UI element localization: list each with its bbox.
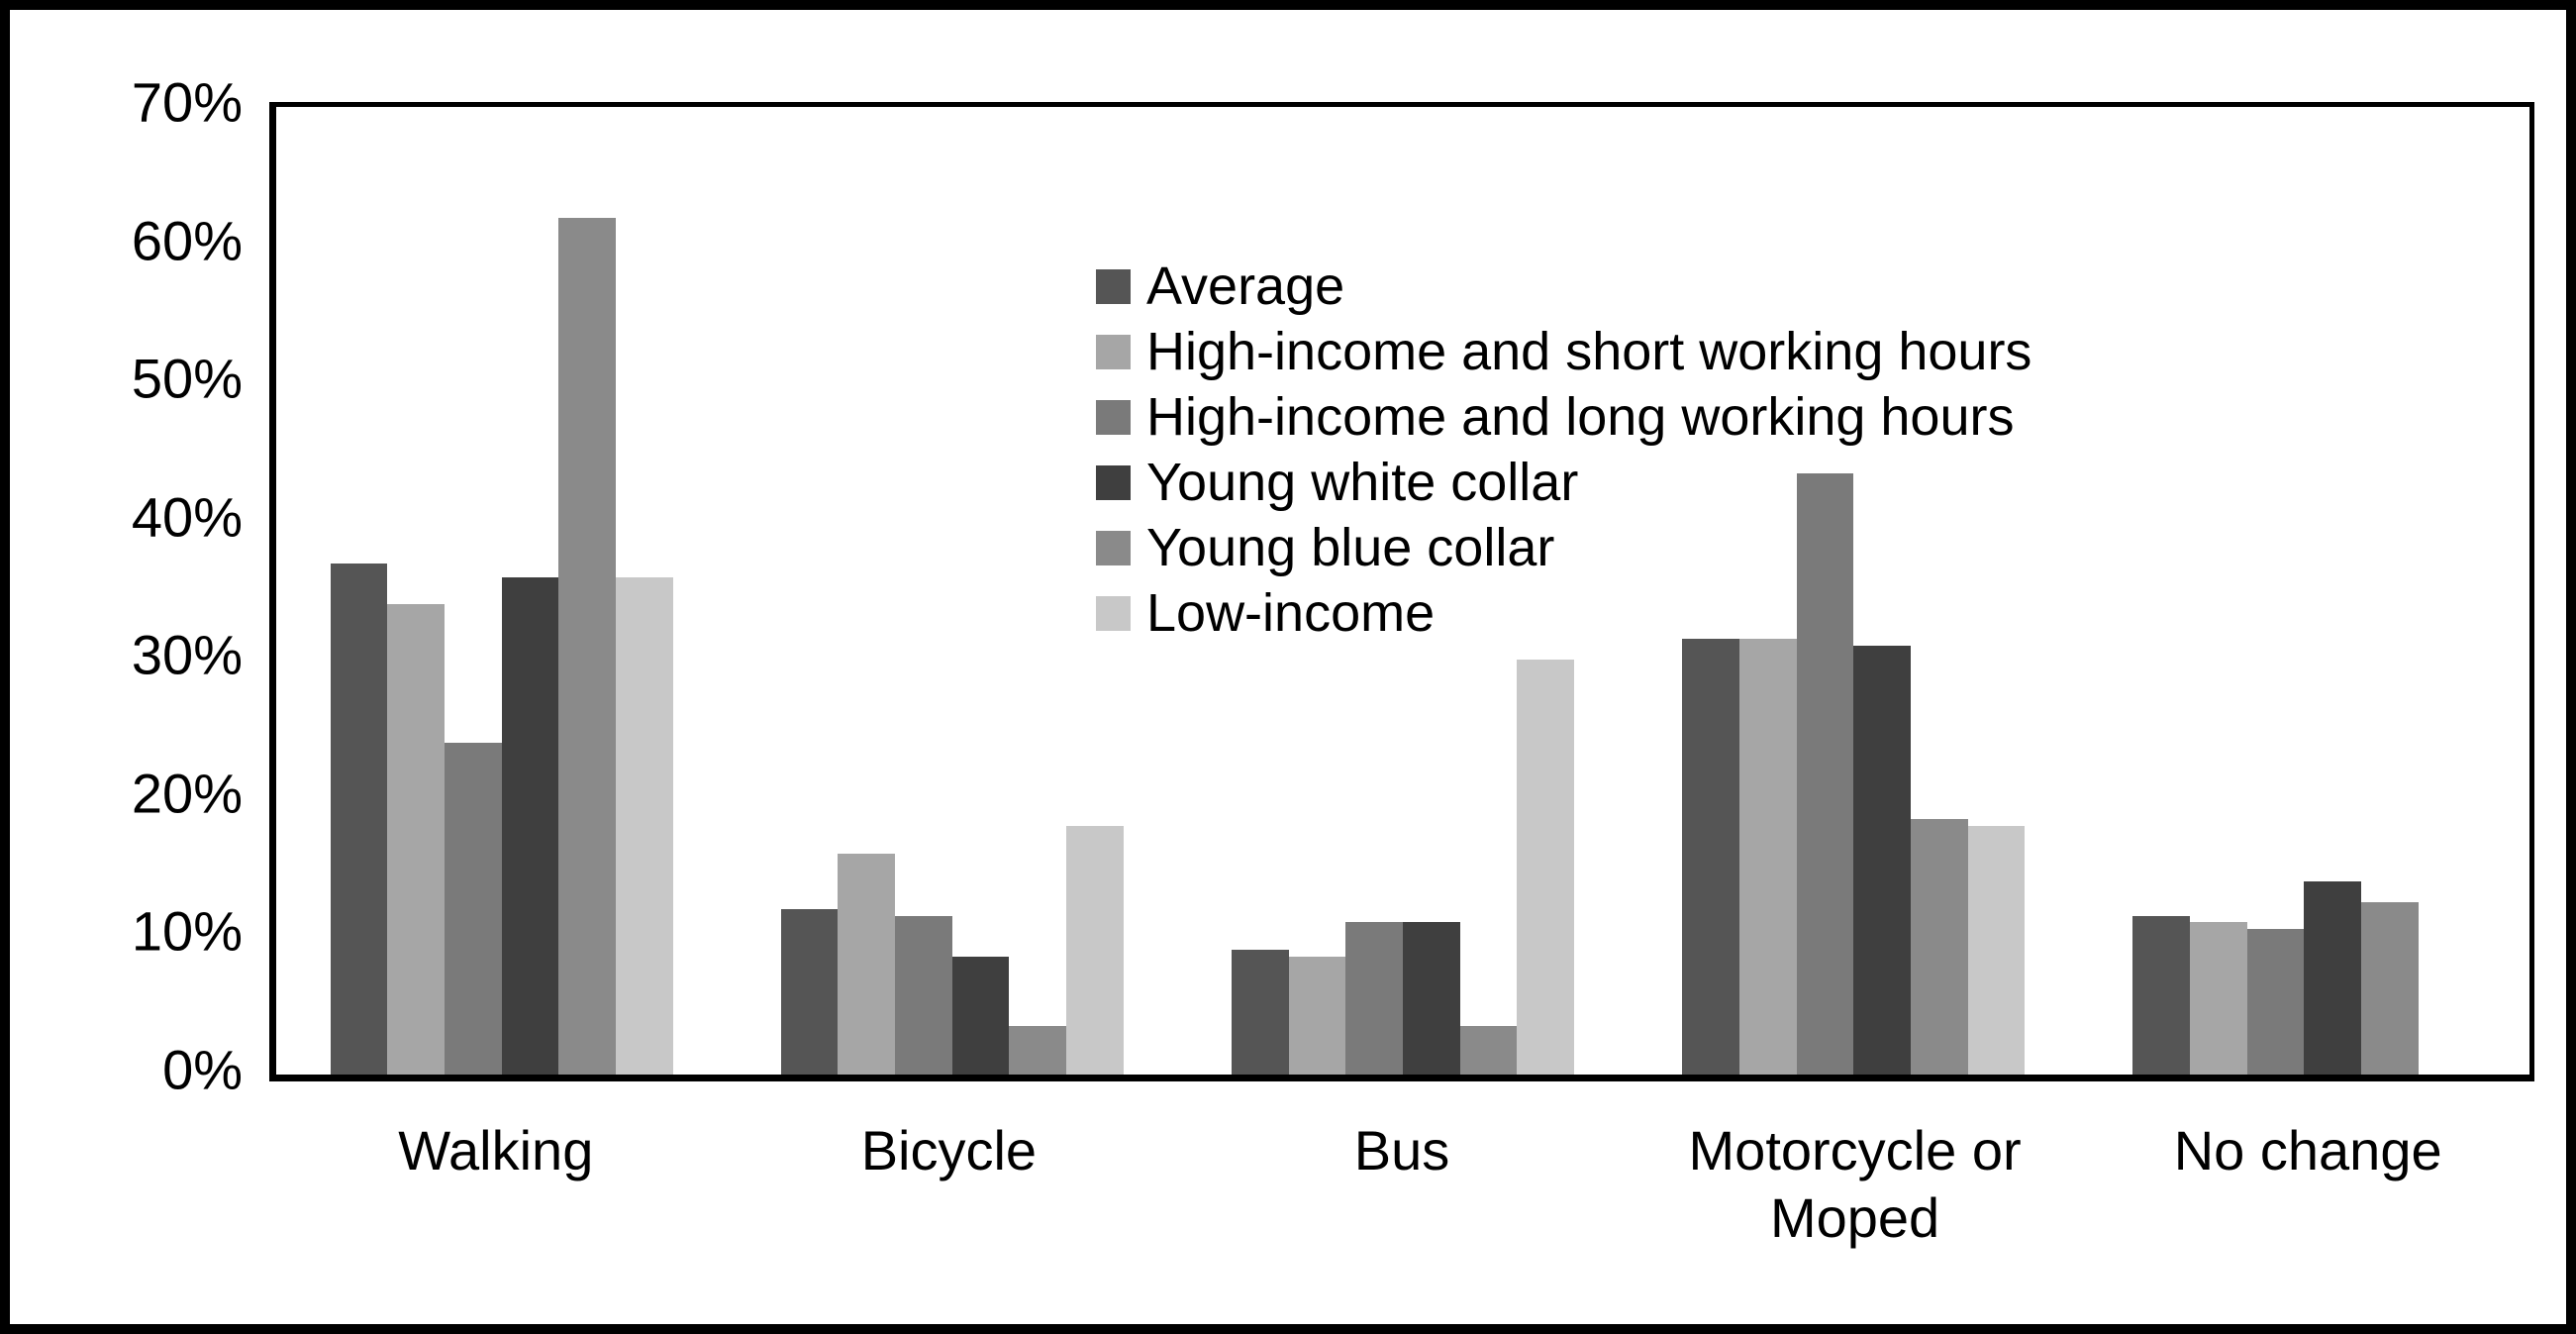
bar-cluster-motorcycle-or-moped [1682, 107, 2026, 1075]
legend-item-low-income: Low-income [1096, 580, 2031, 646]
bar-group-bus [1177, 107, 1628, 1075]
bar-bus-high-income-and-short-working-hours [1288, 957, 1346, 1075]
bar-walking-low-income [615, 576, 673, 1075]
bar-bicycle-high-income-and-long-working-hours [895, 915, 952, 1075]
bar-bicycle-high-income-and-short-working-hours [838, 853, 896, 1075]
legend-item-young-blue-collar: Young blue collar [1096, 515, 2031, 580]
legend-swatch-icon [1096, 595, 1131, 631]
bar-motorcycle-or-moped-high-income-and-long-working-hours [1796, 472, 1854, 1075]
legend-label: High-income and long working hours [1146, 387, 2015, 447]
legend-item-average: Average [1096, 254, 2031, 319]
x-label-cell-motorcycle-or-moped: Motorcycle or Moped [1629, 1117, 2082, 1252]
bar-motorcycle-or-moped-high-income-and-short-working-hours [1738, 639, 1797, 1075]
bar-walking-average [330, 563, 388, 1075]
bar-cluster-walking [330, 107, 673, 1075]
y-tick-label-40: 40% [131, 485, 243, 549]
bar-no-change-high-income-and-long-working-hours [2246, 929, 2305, 1075]
chart-legend: Average High-income and short working hou… [1096, 254, 2031, 646]
bar-no-change-average [2132, 915, 2191, 1075]
bar-no-change-young-white-collar [2304, 880, 2362, 1075]
legend-item-high-income-and-long-working-hours: High-income and long working hours [1096, 384, 2031, 450]
x-axis-label-bus: Bus [1353, 1119, 1450, 1181]
bar-cluster-bicycle [780, 107, 1124, 1075]
y-tick-label-10: 10% [131, 899, 243, 963]
legend-swatch-icon [1096, 334, 1131, 369]
bar-walking-high-income-and-short-working-hours [387, 604, 445, 1075]
bar-no-change-young-blue-collar [2361, 901, 2419, 1075]
y-tick-label-60: 60% [131, 209, 243, 272]
bar-group-motorcycle-or-moped [1629, 107, 2079, 1075]
bar-walking-young-white-collar [501, 576, 559, 1075]
x-axis-label-no-change: No change [2173, 1119, 2442, 1181]
bar-motorcycle-or-moped-young-white-collar [1853, 646, 1911, 1075]
x-label-cell-bicycle: Bicycle [723, 1117, 1176, 1252]
y-tick-label-30: 30% [131, 623, 243, 686]
bar-cluster-bus [1232, 107, 1574, 1075]
bar-bicycle-average [780, 908, 839, 1075]
bar-bus-high-income-and-long-working-hours [1345, 922, 1403, 1075]
bar-group-bicycle [727, 107, 1177, 1075]
legend-label: Low-income [1146, 583, 1436, 643]
bar-group-no-change [2079, 107, 2529, 1075]
bar-cluster-no-change [2132, 107, 2475, 1075]
legend-swatch-icon [1096, 268, 1131, 304]
bar-motorcycle-or-moped-young-blue-collar [1910, 818, 1968, 1075]
x-axis-labels: Walking Bicycle Bus Motorcycle or Moped No c… [269, 1117, 2534, 1252]
x-label-cell-no-change: No change [2081, 1117, 2534, 1252]
bar-bicycle-young-white-collar [951, 957, 1010, 1075]
legend-swatch-icon [1096, 464, 1131, 500]
y-tick-label-20: 20% [131, 762, 243, 825]
bar-bicycle-low-income [1066, 825, 1124, 1075]
bar-bus-young-white-collar [1403, 922, 1460, 1075]
bar-bus-low-income [1517, 660, 1574, 1075]
x-label-cell-bus: Bus [1175, 1117, 1629, 1252]
legend-label: High-income and short working hours [1146, 322, 2032, 381]
legend-label: Young blue collar [1146, 518, 1555, 577]
y-tick-label-0: 0% [162, 1038, 243, 1101]
bar-bicycle-young-blue-collar [1009, 1026, 1067, 1075]
bar-group-walking [276, 107, 727, 1075]
plot-area: Average High-income and short working hou… [269, 102, 2534, 1081]
legend-label: Young white collar [1146, 453, 1579, 512]
x-axis-label-motorcycle-or-moped: Motorcycle or Moped [1688, 1119, 2022, 1249]
legend-swatch-icon [1096, 530, 1131, 565]
bar-no-change-high-income-and-short-working-hours [2190, 922, 2247, 1075]
legend-swatch-icon [1096, 399, 1131, 435]
bar-motorcycle-or-moped-low-income [1967, 825, 2026, 1075]
bar-motorcycle-or-moped-average [1682, 639, 1739, 1075]
y-tick-label-70: 70% [131, 70, 243, 134]
legend-item-young-white-collar: Young white collar [1096, 450, 2031, 515]
bar-walking-young-blue-collar [558, 217, 616, 1075]
legend-item-high-income-and-short-working-hours: High-income and short working hours [1096, 319, 2031, 384]
legend-label: Average [1146, 257, 1345, 316]
y-tick-label-50: 50% [131, 347, 243, 410]
x-label-cell-walking: Walking [269, 1117, 723, 1252]
bar-walking-high-income-and-long-working-hours [444, 743, 502, 1075]
bar-bus-average [1232, 950, 1289, 1075]
bar-groups [276, 107, 2529, 1075]
bar-bus-young-blue-collar [1459, 1026, 1518, 1075]
y-axis: 70% 60% 50% 40% 30% 20% 10% 0% [59, 71, 243, 1101]
x-axis-label-walking: Walking [398, 1119, 594, 1181]
x-axis-label-bicycle: Bicycle [860, 1119, 1038, 1181]
